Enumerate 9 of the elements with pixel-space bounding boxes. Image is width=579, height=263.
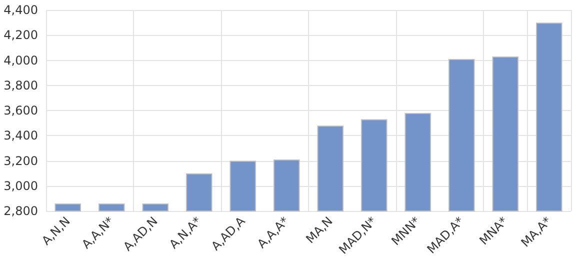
- y-tick-label: 4,400: [4, 3, 38, 17]
- y-tick-label: 3,600: [4, 104, 38, 118]
- y-tick-label: 3,200: [4, 154, 38, 168]
- y-tick-label: 4,000: [4, 53, 38, 68]
- y-tick-label: 3,800: [4, 78, 38, 92]
- y-tick-label: 3,000: [4, 178, 38, 193]
- y-tick-label: 3,400: [4, 128, 38, 143]
- y-tick-label: 4,200: [4, 28, 38, 42]
- y-tick-label: 2,800: [4, 204, 38, 218]
